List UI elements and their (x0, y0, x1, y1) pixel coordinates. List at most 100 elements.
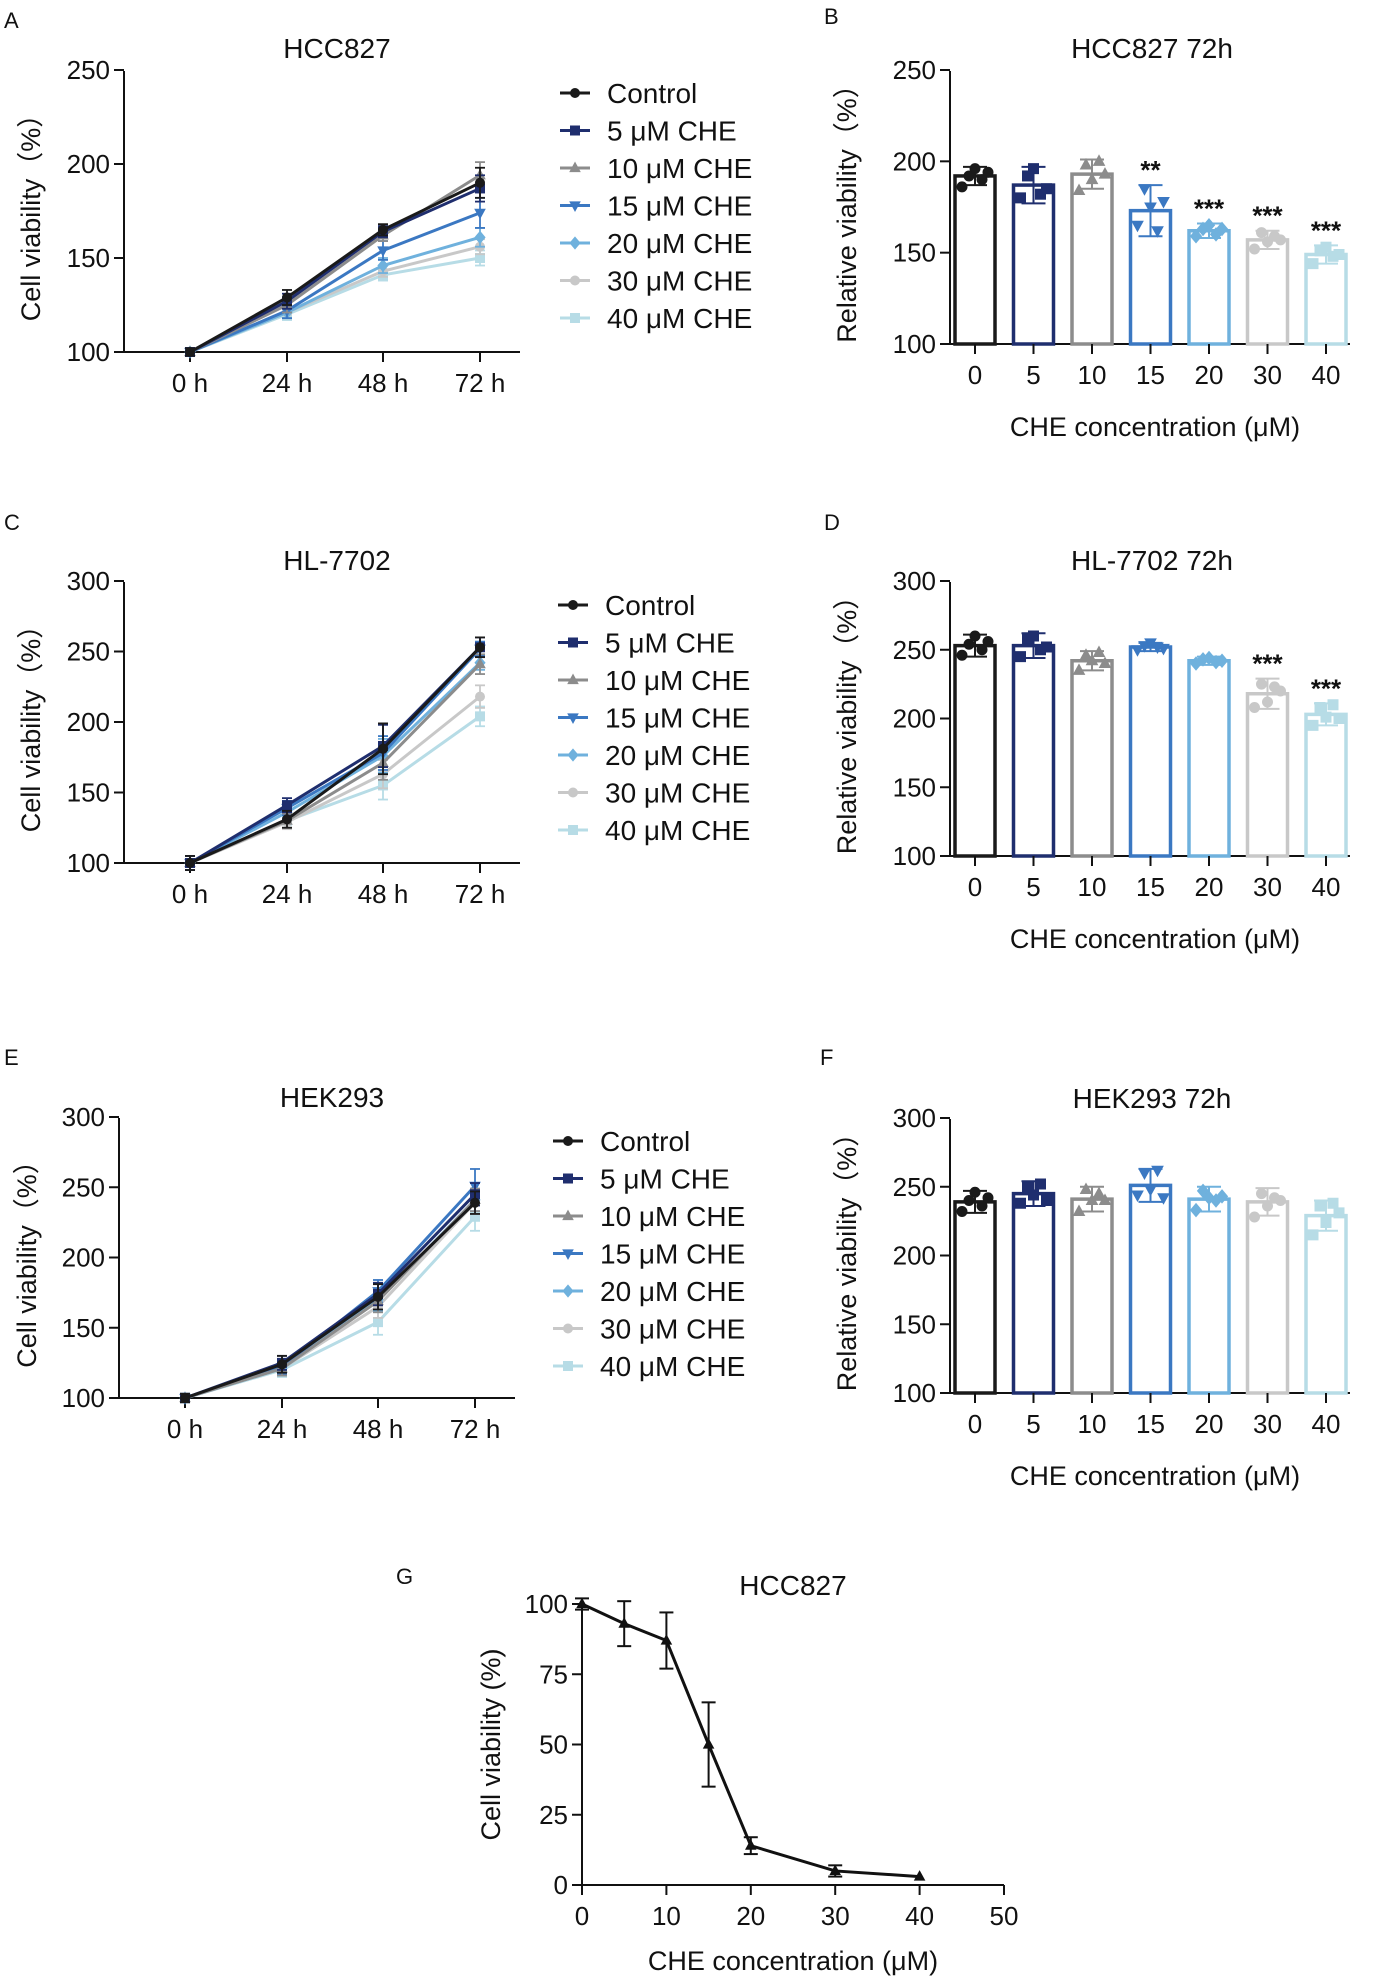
series-line (184, 1184, 477, 1400)
replicate-point (956, 649, 968, 661)
legend-marker (570, 313, 580, 323)
bar-group-2 (1070, 1182, 1114, 1395)
chart-panel-e: E HEK293 100 150 200 250 300 Cell viability（%） 0… (4, 1045, 745, 1444)
data-point (829, 1864, 841, 1876)
legend-label: 40 μM CHE (605, 815, 750, 846)
series-line (189, 187, 481, 354)
replicate-point (1092, 645, 1106, 657)
replicate-point (982, 1192, 994, 1204)
replicate-point (1256, 678, 1267, 690)
series-line (189, 256, 481, 354)
replicate-point (1256, 227, 1267, 239)
bar (1070, 1197, 1114, 1395)
series-line (184, 1198, 477, 1400)
y-axis-title: Cell viability（%） (16, 101, 46, 322)
replicate-point (1157, 197, 1170, 209)
y-tick-label: 300 (893, 566, 936, 596)
legend-marker (569, 161, 581, 173)
replicate-point (1144, 1185, 1157, 1197)
series-5 (180, 1190, 480, 1404)
replicate-point (1022, 1181, 1033, 1193)
legend-marker (568, 637, 578, 648)
legend-marker (570, 88, 580, 98)
replicate-point (1072, 1204, 1086, 1216)
legend-label: 15 μM CHE (600, 1239, 745, 1270)
series-0 (185, 166, 485, 357)
series-3 (184, 640, 486, 871)
bar (1070, 659, 1114, 858)
bar-group-5 (1245, 227, 1290, 346)
series-1 (180, 1182, 480, 1404)
y-tick-label: 100 (62, 1383, 105, 1413)
replicate-point (1275, 685, 1286, 697)
data-point (185, 347, 195, 357)
replicate-point (1157, 643, 1170, 656)
bar (953, 643, 997, 858)
replicate-point (1249, 1211, 1260, 1223)
data-point (474, 657, 486, 669)
bar-group-1 (1011, 630, 1056, 858)
replicate-point (1262, 1200, 1273, 1212)
replicate-point (1098, 1193, 1112, 1205)
replicate-point (1189, 1202, 1203, 1218)
x-tick-label: 50 (990, 1901, 1019, 1931)
legend-marker (562, 1249, 574, 1260)
chart-panel-g: G HCC827 0 25 50 75 100 Cell viability (%) 0 10 20… (396, 1564, 1018, 1976)
series-line (184, 1193, 477, 1400)
data-point (576, 1597, 588, 1609)
replicate-point (1314, 702, 1326, 713)
x-tick-label: 48 h (358, 368, 409, 398)
replicate-point (956, 1206, 968, 1217)
bar-group-3 (1128, 1165, 1173, 1395)
series-6 (180, 1201, 480, 1404)
x-tick-label: 15 (1136, 1409, 1165, 1439)
legend-marker (568, 600, 578, 610)
bar (1304, 712, 1348, 858)
bar-group-3 (1128, 638, 1173, 858)
bar-group-4 (1187, 650, 1231, 858)
replicate-point (1035, 1178, 1046, 1190)
replicate-point (1189, 228, 1203, 244)
data-point (702, 1738, 715, 1749)
x-tick-label: 72 h (455, 368, 506, 398)
y-axis-title: Cell viability（%） (12, 1147, 42, 1368)
replicate-point (1333, 248, 1345, 260)
y-tick-label: 150 (62, 1313, 105, 1343)
legend-label: 5 μM CHE (605, 628, 735, 659)
replicate-point (1144, 202, 1157, 215)
x-axis-title: CHE concentration (μM) (648, 1946, 938, 1976)
y-tick-label: 300 (62, 1102, 105, 1132)
replicate-point (1196, 1183, 1210, 1199)
x-tick-label: 48 h (353, 1414, 404, 1444)
legend-label: 10 μM CHE (607, 153, 752, 184)
legend-label: 20 μM CHE (605, 740, 750, 771)
replicate-point (1041, 183, 1052, 195)
x-tick-label: 72 h (450, 1414, 501, 1444)
legend: Control 5 μM CHE 10 μM CHE 15 μM CHE 20 μM C… (553, 1126, 745, 1382)
x-tick-label: 0 h (167, 1414, 203, 1444)
bar (1011, 1191, 1056, 1395)
bar (1128, 645, 1173, 858)
legend-label: 20 μM CHE (607, 228, 752, 259)
replicate-point (1262, 696, 1273, 708)
replicate-point (1215, 653, 1229, 669)
bar-group-4 (1187, 1183, 1231, 1395)
replicate-point (1202, 217, 1216, 233)
legend-label: 5 μM CHE (600, 1164, 730, 1195)
data-point (618, 1617, 630, 1628)
bar-group-6 (1304, 1197, 1348, 1395)
chart-title: HL-7702 72h (1071, 545, 1233, 576)
series-line (189, 647, 482, 865)
x-tick-label: 24 h (262, 368, 313, 398)
legend-marker (563, 1361, 573, 1371)
legend: Control 5 μM CHE 10 μM CHE 15 μM CHE 20 μM C… (558, 590, 750, 846)
series-0 (180, 1190, 480, 1404)
y-tick-label: 150 (67, 778, 110, 808)
series-0 (185, 636, 485, 871)
legend-label: 15 μM CHE (605, 703, 750, 734)
chart-title: HL-7702 (283, 545, 390, 576)
data-point (378, 224, 388, 235)
replicate-point (969, 163, 981, 175)
data-point (282, 292, 292, 303)
